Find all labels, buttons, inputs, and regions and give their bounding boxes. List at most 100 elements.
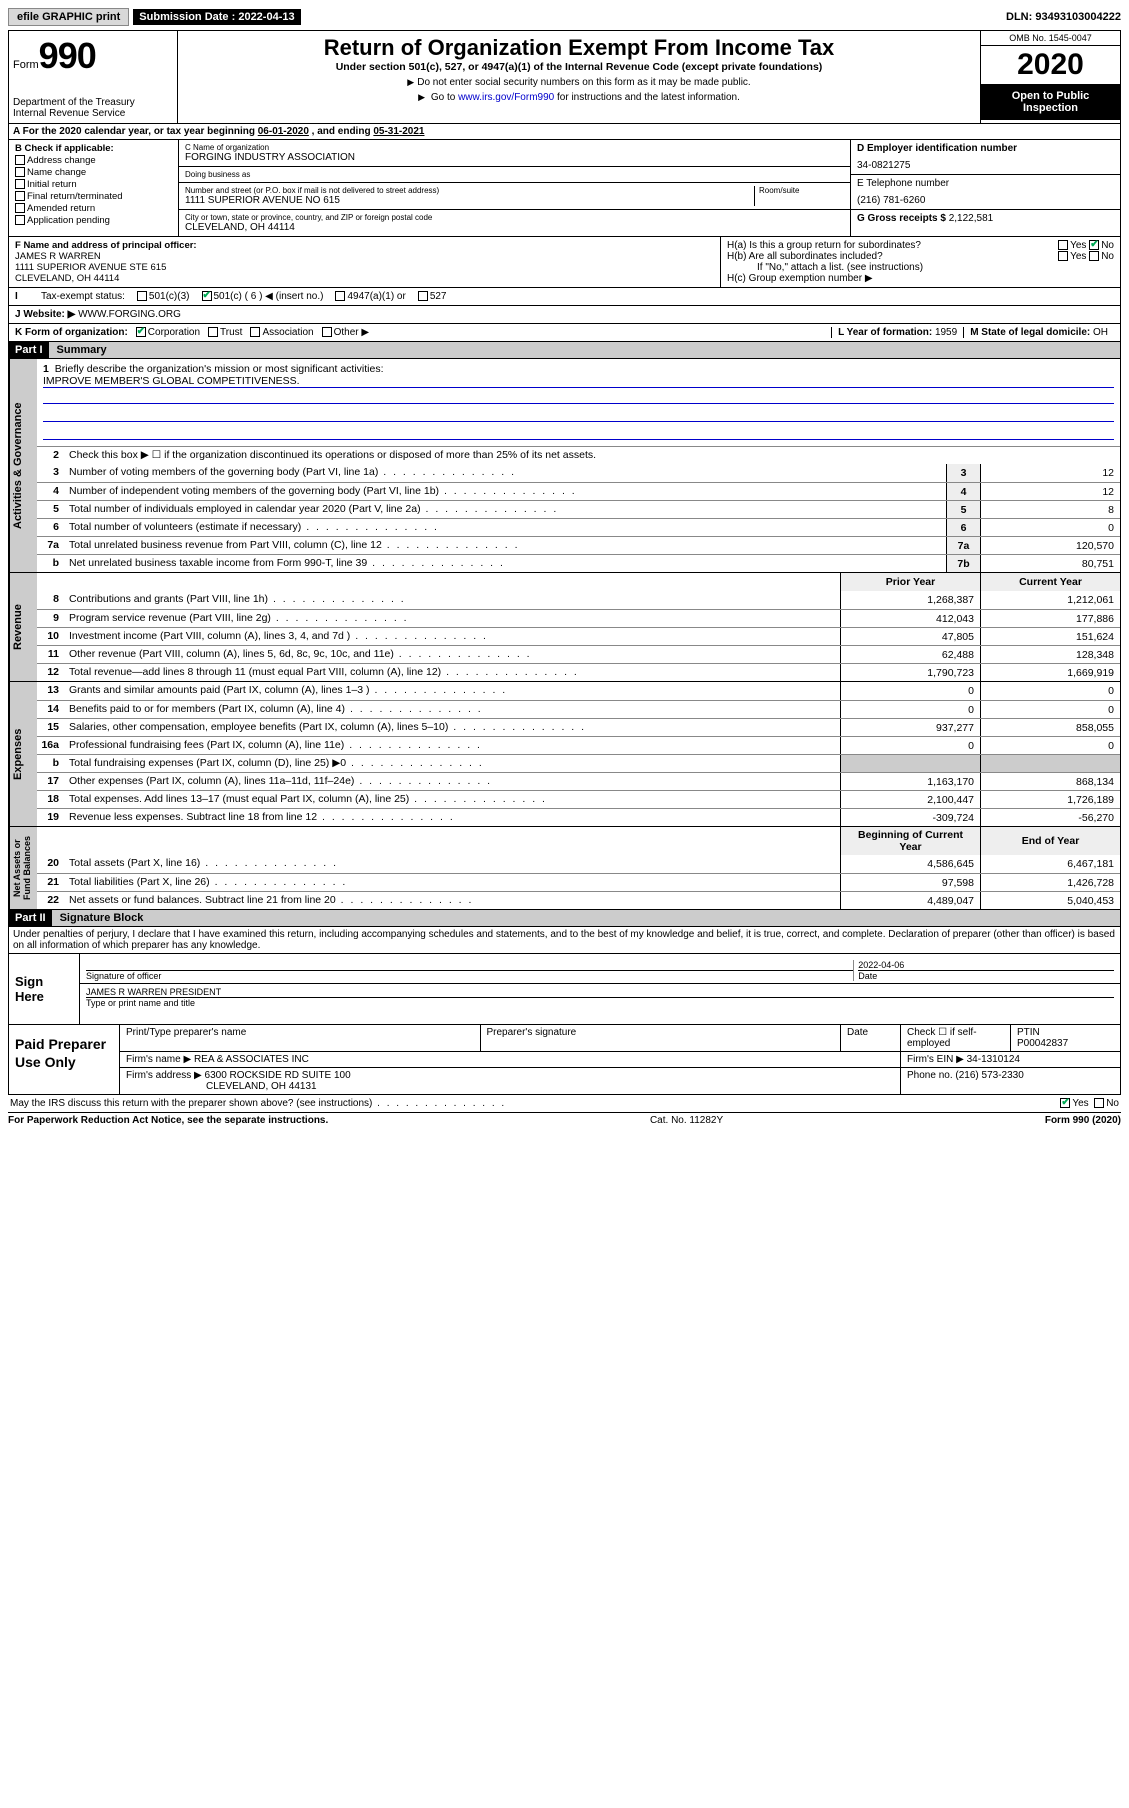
mission-label: Briefly describe the organization's miss… bbox=[55, 363, 384, 375]
governance-section: Activities & Governance 1 Briefly descri… bbox=[8, 359, 1121, 573]
type-print-label: Type or print name and title bbox=[86, 997, 1114, 1008]
firm-phone-label: Phone no. bbox=[907, 1070, 953, 1081]
line-12: 12 Total revenue—add lines 8 through 11 … bbox=[37, 663, 1120, 681]
form-footer: Form 990 (2020) bbox=[1045, 1115, 1121, 1126]
efile-button[interactable]: efile GRAPHIC print bbox=[8, 8, 129, 26]
line-a-tax-year: A For the 2020 calendar year, or tax yea… bbox=[8, 124, 1121, 140]
chk-527[interactable]: 527 bbox=[418, 291, 447, 302]
side-tab-netassets: Net Assets or Fund Balances bbox=[9, 827, 37, 909]
side-tab-revenue: Revenue bbox=[9, 573, 37, 681]
box-h-group: H(a) Is this a group return for subordin… bbox=[720, 237, 1120, 287]
line-16a: 16a Professional fundraising fees (Part … bbox=[37, 736, 1120, 754]
col-begin-year: Beginning of Current Year bbox=[840, 827, 980, 855]
summary-line-7a: 7a Total unrelated business revenue from… bbox=[37, 536, 1120, 554]
officer-addr2: CLEVELAND, OH 44114 bbox=[15, 273, 714, 284]
tax-year: 2020 bbox=[981, 46, 1120, 84]
paid-preparer-section: Paid Preparer Use Only Print/Type prepar… bbox=[8, 1025, 1121, 1095]
line2-discontinue: Check this box ▶ ☐ if the organization d… bbox=[65, 447, 1120, 464]
chk-amended-return[interactable]: Amended return bbox=[15, 203, 172, 214]
form-990-number: 990 bbox=[39, 35, 96, 76]
officer-addr1: 1111 SUPERIOR AVENUE STE 615 bbox=[15, 262, 714, 273]
chk-final-return[interactable]: Final return/terminated bbox=[15, 191, 172, 202]
form-org-label: K Form of organization: bbox=[15, 327, 128, 338]
website-value: WWW.FORGING.ORG bbox=[78, 309, 181, 320]
discuss-answer[interactable]: Yes No bbox=[1060, 1098, 1119, 1109]
paid-preparer-label: Paid Preparer Use Only bbox=[9, 1025, 119, 1094]
paperwork-row: For Paperwork Reduction Act Notice, see … bbox=[8, 1112, 1121, 1128]
penalty-statement: Under penalties of perjury, I declare th… bbox=[8, 927, 1121, 954]
summary-line-4: 4 Number of independent voting members o… bbox=[37, 482, 1120, 500]
chk-address-change[interactable]: Address change bbox=[15, 155, 172, 166]
title-box: Return of Organization Exempt From Incom… bbox=[178, 30, 981, 124]
box-b-checkboxes: B Check if applicable: Address change Na… bbox=[9, 140, 179, 236]
preparer-sig-hdr: Preparer's signature bbox=[480, 1025, 841, 1051]
org-info-section: B Check if applicable: Address change Na… bbox=[8, 140, 1121, 237]
box-c-nameaddr: C Name of organization FORGING INDUSTRY … bbox=[179, 140, 850, 236]
org-name: FORGING INDUSTRY ASSOCIATION bbox=[185, 152, 844, 163]
ein-label: D Employer identification number bbox=[857, 143, 1114, 154]
row-ij: I Tax-exempt status: 501(c)(3) 501(c) ( … bbox=[8, 288, 1121, 324]
part1-title: Summary bbox=[49, 342, 115, 358]
chk-trust[interactable]: Trust bbox=[208, 327, 242, 338]
part2-tag: Part II bbox=[9, 910, 52, 926]
paperwork-notice: For Paperwork Reduction Act Notice, see … bbox=[8, 1115, 328, 1126]
state-domicile: M State of legal domicile: OH bbox=[963, 327, 1114, 338]
gross-receipts-label: G Gross receipts $ bbox=[857, 213, 946, 224]
chk-initial-return[interactable]: Initial return bbox=[15, 179, 172, 190]
department-label: Department of the Treasury Internal Reve… bbox=[13, 97, 173, 119]
officer-name: JAMES R WARREN bbox=[15, 251, 714, 262]
firm-ein-label: Firm's EIN ▶ bbox=[907, 1054, 964, 1065]
chk-name-change[interactable]: Name change bbox=[15, 167, 172, 178]
line-20: 20 Total assets (Part X, line 16) 4,586,… bbox=[37, 855, 1120, 873]
form-label: Form bbox=[13, 59, 39, 71]
chk-501c3[interactable]: 501(c)(3) bbox=[137, 291, 190, 302]
summary-line-7b: b Net unrelated business taxable income … bbox=[37, 554, 1120, 572]
website-label: J Website: ▶ bbox=[15, 309, 75, 320]
cat-no: Cat. No. 11282Y bbox=[650, 1115, 723, 1126]
chk-application-pending[interactable]: Application pending bbox=[15, 215, 172, 226]
col-end-year: End of Year bbox=[980, 827, 1120, 855]
line-b: b Total fundraising expenses (Part IX, c… bbox=[37, 754, 1120, 772]
officer-name-title: JAMES R WARREN PRESIDENT bbox=[86, 987, 1114, 997]
chk-other[interactable]: Other ▶ bbox=[322, 327, 369, 338]
phone-value: (216) 781-6260 bbox=[857, 189, 1114, 206]
gross-receipts-value: 2,122,581 bbox=[949, 213, 994, 224]
summary-line-3: 3 Number of voting members of the govern… bbox=[37, 464, 1120, 482]
side-tab-governance: Activities & Governance bbox=[9, 359, 37, 572]
self-employed-hdr: Check ☐ if self-employed bbox=[900, 1025, 1010, 1051]
box-deg: D Employer identification number 34-0821… bbox=[850, 140, 1120, 236]
ptin-hdr: PTINP00042837 bbox=[1010, 1025, 1120, 1051]
col-prior-year: Prior Year bbox=[840, 573, 980, 591]
website-instruction: Go to www.irs.gov/Form990 for instructio… bbox=[182, 92, 976, 103]
form-subtitle: Under section 501(c), 527, or 4947(a)(1)… bbox=[182, 61, 976, 73]
mission-value: IMPROVE MEMBER'S GLOBAL COMPETITIVENESS. bbox=[43, 375, 1114, 388]
chk-corporation[interactable]: Corporation bbox=[136, 327, 200, 338]
sign-here-label: Sign Here bbox=[9, 954, 79, 1024]
omb-number: OMB No. 1545-0047 bbox=[981, 31, 1120, 46]
sig-date-label: Date bbox=[858, 970, 1114, 981]
line-18: 18 Total expenses. Add lines 13–17 (must… bbox=[37, 790, 1120, 808]
officer-label: F Name and address of principal officer: bbox=[15, 240, 714, 251]
part1-tag: Part I bbox=[9, 342, 49, 358]
public-inspection-badge: Open to Public Inspection bbox=[981, 84, 1120, 120]
chk-association[interactable]: Association bbox=[250, 327, 313, 338]
chk-501c[interactable]: 501(c) ( 6 ) ◀ (insert no.) bbox=[202, 291, 324, 302]
sig-officer-label: Signature of officer bbox=[86, 970, 853, 981]
box-f-officer: F Name and address of principal officer:… bbox=[9, 237, 720, 287]
preparer-name-hdr: Print/Type preparer's name bbox=[120, 1025, 480, 1051]
row-klm: K Form of organization: Corporation Trus… bbox=[8, 324, 1121, 342]
row-fh: F Name and address of principal officer:… bbox=[8, 237, 1121, 288]
room-label: Room/suite bbox=[759, 186, 844, 195]
chk-4947[interactable]: 4947(a)(1) or bbox=[335, 291, 405, 302]
part1-header: Part I Summary bbox=[8, 342, 1121, 359]
col-current-year: Current Year bbox=[980, 573, 1120, 591]
form-title: Return of Organization Exempt From Incom… bbox=[182, 35, 976, 61]
city-value: CLEVELAND, OH 44114 bbox=[185, 222, 844, 233]
hb-label: H(b) Are all subordinates included? Yes … bbox=[727, 251, 1114, 262]
box-b-label: B Check if applicable: bbox=[15, 143, 172, 154]
phone-label: E Telephone number bbox=[857, 178, 1114, 189]
year-box: OMB No. 1545-0047 2020 Open to Public In… bbox=[981, 30, 1121, 124]
firm-addr: 6300 ROCKSIDE RD SUITE 100 bbox=[205, 1070, 351, 1081]
ein-value: 34-0821275 bbox=[857, 154, 1114, 171]
irs-link[interactable]: www.irs.gov/Form990 bbox=[458, 92, 554, 103]
